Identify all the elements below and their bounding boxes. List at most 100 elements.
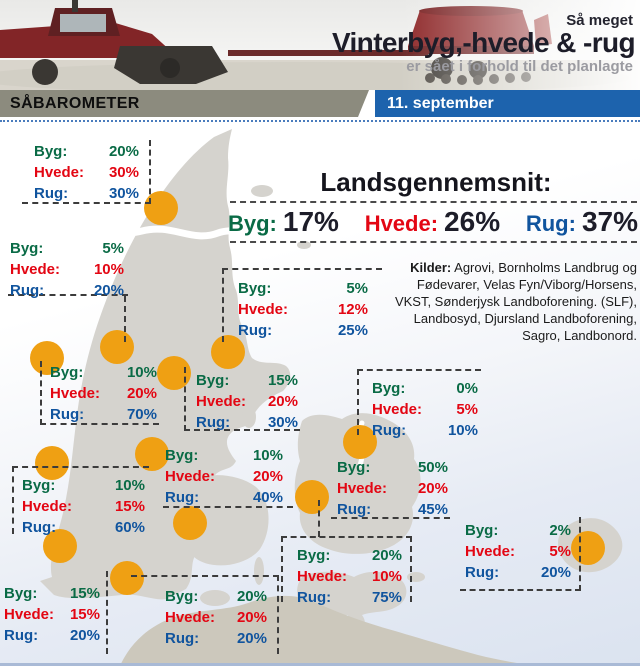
- rug-row: Rug: 20%: [10, 280, 124, 301]
- rug-row: Rug: 20%: [465, 562, 571, 583]
- byg-label: Byg:: [238, 280, 272, 297]
- header-kicker: Så meget: [566, 12, 633, 29]
- hvede-label: Hvede:: [165, 609, 216, 626]
- byg-value: 20%: [108, 143, 139, 160]
- hvede-label: Hvede:: [34, 164, 85, 181]
- hvede-value: 20%: [252, 468, 283, 485]
- bottom-border: [0, 663, 640, 666]
- national-byg: Byg: 17%: [228, 206, 339, 238]
- rug-value: 20%: [236, 630, 267, 647]
- byg-row: Byg: 50%: [337, 457, 448, 478]
- tractor-silhouette: [0, 0, 228, 85]
- rug-row: Rug: 45%: [337, 499, 448, 520]
- hvede-row: Hvede: 10%: [10, 259, 124, 280]
- byg-label: Byg:: [228, 211, 277, 236]
- national-average-values: Byg: 17% Hvede: 26% Rug: 37%: [228, 206, 638, 238]
- dotted-separator: [0, 120, 640, 122]
- hvede-value: 5%: [549, 543, 571, 560]
- byg-label: Byg:: [165, 447, 199, 464]
- region-label-soenderjylland-vest: Byg: 15% Hvede: 15% Rug: 20%: [2, 571, 108, 654]
- rug-value: 20%: [93, 282, 124, 299]
- byg-row: Byg: 10%: [165, 445, 283, 466]
- byg-label: Byg:: [297, 547, 331, 564]
- rug-label: Rug:: [525, 211, 576, 236]
- byg-value: 5%: [102, 240, 124, 257]
- rug-value: 20%: [540, 564, 571, 581]
- region-label-vestjylland: Byg: 10% Hvede: 20% Rug: 70%: [40, 361, 159, 425]
- region-label-soenderjylland-oest: Byg: 20% Hvede: 20% Rug: 20%: [131, 575, 279, 654]
- region-label-midtjylland: Byg: 15% Hvede: 20% Rug: 30%: [184, 367, 300, 431]
- byg-value: 2%: [549, 522, 571, 539]
- rug-value: 37%: [581, 206, 638, 237]
- hvede-row: Hvede: 20%: [165, 607, 267, 628]
- hvede-label: Hvede:: [10, 261, 61, 278]
- region-dot-3: [30, 341, 64, 375]
- region-label-sydvestjylland: Byg: 10% Hvede: 15% Rug: 60%: [12, 466, 149, 536]
- byg-row: Byg: 10%: [50, 362, 157, 383]
- hvede-label: Hvede:: [364, 211, 439, 236]
- leader-line-2: [318, 500, 320, 537]
- hvede-label: Hvede:: [4, 606, 55, 623]
- byg-label: Byg:: [34, 143, 68, 160]
- byg-value: 50%: [417, 459, 448, 476]
- region-dot-9: [110, 561, 144, 595]
- tractor-photo-art: [0, 0, 640, 94]
- rug-value: 45%: [417, 501, 448, 518]
- hvede-value: 20%: [417, 480, 448, 497]
- rug-value: 30%: [108, 185, 139, 202]
- hvede-value: 30%: [108, 164, 139, 181]
- rug-value: 30%: [267, 414, 298, 431]
- rug-label: Rug:: [165, 489, 200, 506]
- national-hvede: Hvede: 26%: [365, 206, 500, 238]
- rug-row: Rug: 25%: [238, 320, 368, 341]
- hvede-label: Hvede:: [238, 301, 289, 318]
- byg-label: Byg:: [22, 477, 56, 494]
- rug-label: Rug:: [297, 589, 332, 606]
- hvede-row: Hvede: 20%: [165, 466, 283, 487]
- rug-value: 20%: [69, 627, 100, 644]
- rug-row: Rug: 30%: [196, 412, 298, 433]
- hvede-label: Hvede:: [196, 393, 247, 410]
- hvede-row: Hvede: 5%: [372, 399, 478, 420]
- hvede-value: 10%: [93, 261, 124, 278]
- byg-row: Byg: 0%: [372, 378, 478, 399]
- rug-value: 75%: [371, 589, 402, 606]
- sources-label: Kilder:: [410, 260, 452, 275]
- hvede-label: Hvede:: [165, 468, 216, 485]
- page-title: Vinterbyg,-hvede & -rug: [331, 27, 636, 58]
- rug-label: Rug:: [4, 627, 39, 644]
- hvede-value: 20%: [236, 609, 267, 626]
- byg-row: Byg: 2%: [465, 520, 571, 541]
- region-dot-11: [295, 480, 329, 514]
- hvede-value: 12%: [337, 301, 368, 318]
- rug-label: Rug:: [238, 322, 273, 339]
- date-bar: 11. september: [375, 90, 640, 117]
- hvede-row: Hvede: 15%: [4, 604, 100, 625]
- rug-label: Rug:: [337, 501, 372, 518]
- region-label-nordjylland: Byg: 20% Hvede: 30% Rug: 30%: [22, 140, 151, 204]
- byg-row: Byg: 20%: [34, 141, 139, 162]
- byg-row: Byg: 15%: [196, 370, 298, 391]
- rug-row: Rug: 70%: [50, 404, 157, 425]
- byg-label: Byg:: [50, 364, 84, 381]
- rug-value: 10%: [447, 422, 478, 439]
- hvede-value: 10%: [371, 568, 402, 585]
- national-rug: Rug: 37%: [526, 206, 638, 238]
- rug-value: 40%: [252, 489, 283, 506]
- byg-row: Byg: 10%: [22, 475, 145, 496]
- rug-row: Rug: 20%: [165, 628, 267, 649]
- region-label-nordvestjylland: Byg: 5% Hvede: 10% Rug: 20%: [8, 237, 128, 299]
- sources-note: Kilder: Agrovi, Bornholms Landbrug og Fø…: [380, 259, 637, 344]
- region-dot-6: [135, 437, 169, 471]
- hvede-row: Hvede: 15%: [22, 496, 145, 517]
- byg-label: Byg:: [337, 459, 371, 476]
- rug-row: Rug: 60%: [22, 517, 145, 538]
- rug-value: 60%: [114, 519, 145, 536]
- barometer-label: SÅBAROMETER: [10, 95, 140, 112]
- rug-value: 25%: [337, 322, 368, 339]
- sources-text: Agrovi, Bornholms Landbrug og Fødevarer,…: [394, 260, 637, 343]
- rug-row: Rug: 30%: [34, 183, 139, 204]
- national-average-title: Landsgennemsnit:: [320, 167, 552, 197]
- hvede-row: Hvede: 20%: [337, 478, 448, 499]
